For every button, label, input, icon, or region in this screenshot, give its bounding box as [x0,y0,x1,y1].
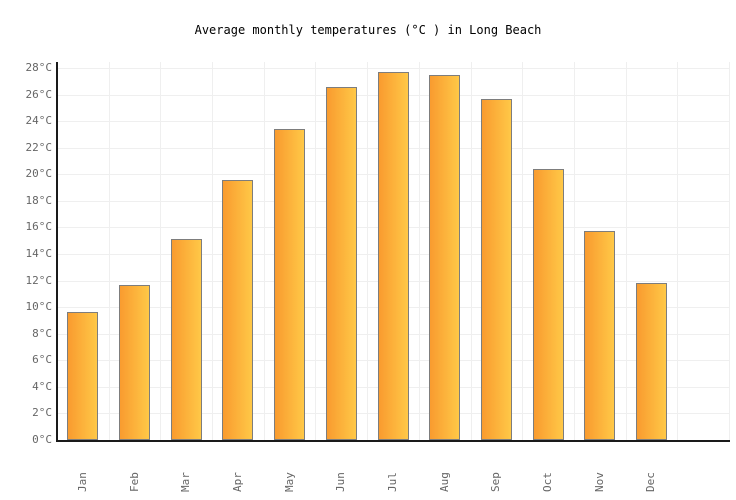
x-axis-tick-label: Aug [437,472,451,492]
y-axis-tick-label: 24°C [25,114,53,128]
gridline-vertical [418,62,420,440]
gridline-vertical [212,62,214,440]
x-axis-tick-label: Jun [334,472,348,492]
x-axis-tick-label: Mar [179,472,193,492]
bar-aug [429,74,461,440]
bar-feb [119,284,151,440]
x-axis-line [56,440,730,442]
gridline-vertical [573,62,575,440]
x-axis-tick-label: Feb [127,472,141,492]
chart-title: Average monthly temperatures (°C ) in Lo… [194,23,542,37]
bar-oct [532,168,564,440]
gridline-vertical [315,62,317,440]
gridline-vertical [263,62,265,440]
y-axis-tick-label: 10°C [25,300,53,314]
y-axis-tick-label: 12°C [25,273,53,287]
gridline-vertical [625,62,627,440]
gridline-horizontal [57,68,729,69]
bar-apr [222,179,254,440]
bar-jun [325,86,357,440]
x-axis-tick-label: Dec [644,472,658,492]
gridline-vertical [160,62,162,440]
x-axis-tick-label: Oct [541,472,555,492]
bar-may [274,129,306,440]
y-axis-tick-label: 22°C [25,140,53,154]
bar-nov [584,231,616,440]
y-axis-tick-label: 28°C [25,61,53,74]
gridline-vertical [108,62,110,440]
x-axis-tick-label: Sep [489,472,503,492]
y-axis-tick-label: 26°C [25,87,53,101]
y-axis-tick-label: 14°C [25,247,53,260]
gridline-vertical [729,62,730,440]
bar-jul [377,71,409,440]
x-axis-tick-label: Apr [230,472,244,492]
x-axis-tick-label: Nov [592,472,606,492]
y-axis-tick-label: 8°C [32,326,52,340]
gridline-vertical [470,62,472,440]
y-axis-line [56,62,58,442]
y-axis-tick-label: 0°C [32,433,52,446]
gridline-vertical [367,62,369,440]
y-axis-tick-label: 4°C [32,379,52,393]
bar-mar [170,239,202,440]
bar-sep [480,98,512,440]
y-axis-tick-label: 6°C [32,353,52,367]
y-axis-tick-label: 16°C [25,220,53,234]
y-axis-tick-label: 20°C [25,167,53,181]
x-axis-tick-label: May [282,472,296,492]
y-axis-tick-label: 2°C [32,406,52,420]
gridline-vertical [677,62,679,440]
gridline-vertical [522,62,524,440]
bar-dec [635,283,667,440]
x-axis-tick-label: Jul [386,472,399,492]
y-axis-tick-label: 18°C [25,193,53,207]
bar-jan [67,312,99,440]
x-axis-tick-label: Jan [75,472,89,492]
